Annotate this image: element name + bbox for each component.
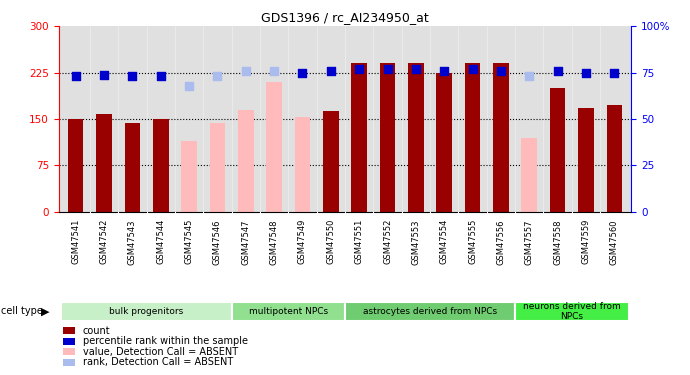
Bar [515, 302, 629, 321]
Point [354, 66, 365, 72]
Point [155, 74, 166, 80]
Bar [238, 110, 253, 212]
Bar [68, 119, 83, 212]
Bar [153, 119, 168, 212]
Bar [493, 63, 509, 212]
Point [524, 74, 535, 80]
Text: GSM47555: GSM47555 [468, 219, 477, 264]
Bar [607, 105, 622, 212]
Text: GSM47547: GSM47547 [241, 219, 250, 265]
Point [184, 82, 195, 88]
Point [212, 74, 223, 80]
Text: GSM47556: GSM47556 [496, 219, 506, 265]
Text: GDS1396 / rc_AI234950_at: GDS1396 / rc_AI234950_at [261, 11, 429, 24]
Point [99, 72, 110, 78]
Text: percentile rank within the sample: percentile rank within the sample [83, 336, 248, 346]
Text: GSM47541: GSM47541 [71, 219, 80, 264]
Bar [181, 141, 197, 212]
Text: GSM47544: GSM47544 [156, 219, 165, 264]
Point [268, 68, 279, 74]
Bar [408, 63, 424, 212]
Bar [61, 302, 232, 321]
Text: multipotent NPCs: multipotent NPCs [248, 307, 328, 316]
Point [70, 74, 81, 80]
Text: GSM47543: GSM47543 [128, 219, 137, 265]
Text: neurons derived from
NPCs: neurons derived from NPCs [523, 302, 621, 321]
Text: GSM47545: GSM47545 [184, 219, 194, 264]
Bar [437, 73, 452, 212]
Point [411, 66, 422, 72]
Text: rank, Detection Call = ABSENT: rank, Detection Call = ABSENT [83, 357, 233, 367]
Bar [266, 82, 282, 212]
Bar [465, 63, 480, 212]
Bar [232, 302, 345, 321]
Bar [323, 111, 339, 212]
Text: count: count [83, 326, 110, 336]
Point [467, 66, 478, 72]
Text: GSM47554: GSM47554 [440, 219, 449, 264]
Point [580, 70, 591, 76]
Point [325, 68, 336, 74]
Text: GSM47560: GSM47560 [610, 219, 619, 265]
Text: cell type: cell type [1, 306, 43, 316]
Text: GSM47548: GSM47548 [270, 219, 279, 265]
Text: ▶: ▶ [41, 306, 50, 316]
Text: GSM47558: GSM47558 [553, 219, 562, 265]
Point [439, 68, 450, 74]
Bar [578, 108, 594, 212]
Point [495, 68, 506, 74]
Text: value, Detection Call = ABSENT: value, Detection Call = ABSENT [83, 347, 238, 357]
Bar [125, 123, 140, 212]
Text: GSM47559: GSM47559 [582, 219, 591, 264]
Text: GSM47552: GSM47552 [383, 219, 392, 264]
Point [552, 68, 563, 74]
Bar [380, 63, 395, 212]
Bar [550, 88, 565, 212]
Bar [522, 138, 537, 212]
Text: GSM47546: GSM47546 [213, 219, 222, 265]
Bar [351, 63, 367, 212]
Point [127, 74, 138, 80]
Bar [210, 123, 225, 212]
Text: bulk progenitors: bulk progenitors [110, 307, 184, 316]
Text: astrocytes derived from NPCs: astrocytes derived from NPCs [363, 307, 497, 316]
Text: GSM47557: GSM47557 [525, 219, 534, 265]
Text: GSM47549: GSM47549 [298, 219, 307, 264]
Text: GSM47542: GSM47542 [99, 219, 108, 264]
Point [382, 66, 393, 72]
Bar [96, 114, 112, 212]
Text: GSM47550: GSM47550 [326, 219, 335, 264]
Point [240, 68, 251, 74]
Bar [345, 302, 515, 321]
Text: GSM47553: GSM47553 [411, 219, 420, 265]
Text: GSM47551: GSM47551 [355, 219, 364, 264]
Bar [295, 117, 310, 212]
Point [297, 70, 308, 76]
Point [609, 70, 620, 76]
